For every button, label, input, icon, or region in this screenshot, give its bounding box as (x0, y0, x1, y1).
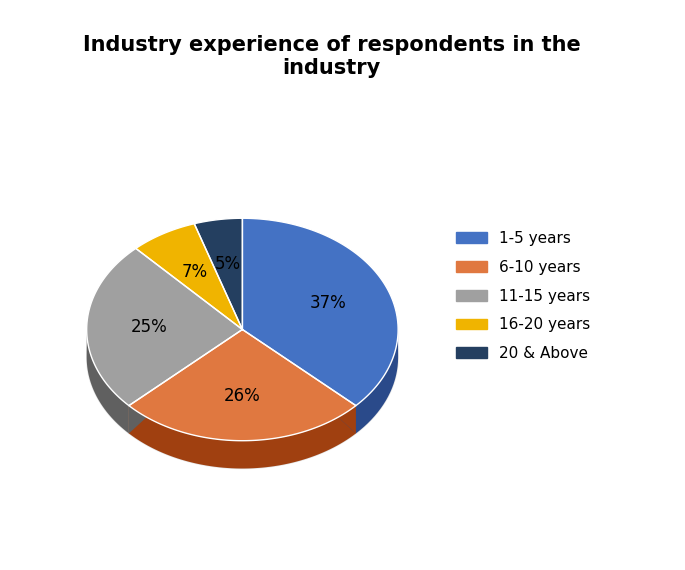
Polygon shape (136, 223, 242, 329)
Polygon shape (87, 331, 129, 433)
Text: 37%: 37% (310, 294, 347, 312)
Polygon shape (129, 329, 242, 433)
Polygon shape (87, 246, 398, 469)
Polygon shape (356, 330, 398, 433)
Text: 26%: 26% (224, 387, 261, 405)
Polygon shape (129, 329, 242, 433)
Legend: 1-5 years, 6-10 years, 11-15 years, 16-20 years, 20 & Above: 1-5 years, 6-10 years, 11-15 years, 16-2… (450, 225, 597, 367)
Polygon shape (195, 218, 242, 329)
Text: Industry experience of respondents in the
industry: Industry experience of respondents in th… (82, 35, 580, 78)
Text: 5%: 5% (214, 255, 241, 272)
Polygon shape (242, 329, 356, 433)
Polygon shape (87, 249, 242, 406)
Polygon shape (242, 329, 356, 433)
Text: 7%: 7% (182, 263, 208, 281)
Polygon shape (129, 406, 356, 469)
Text: 25%: 25% (131, 319, 167, 336)
Polygon shape (242, 218, 398, 406)
Polygon shape (129, 329, 356, 441)
